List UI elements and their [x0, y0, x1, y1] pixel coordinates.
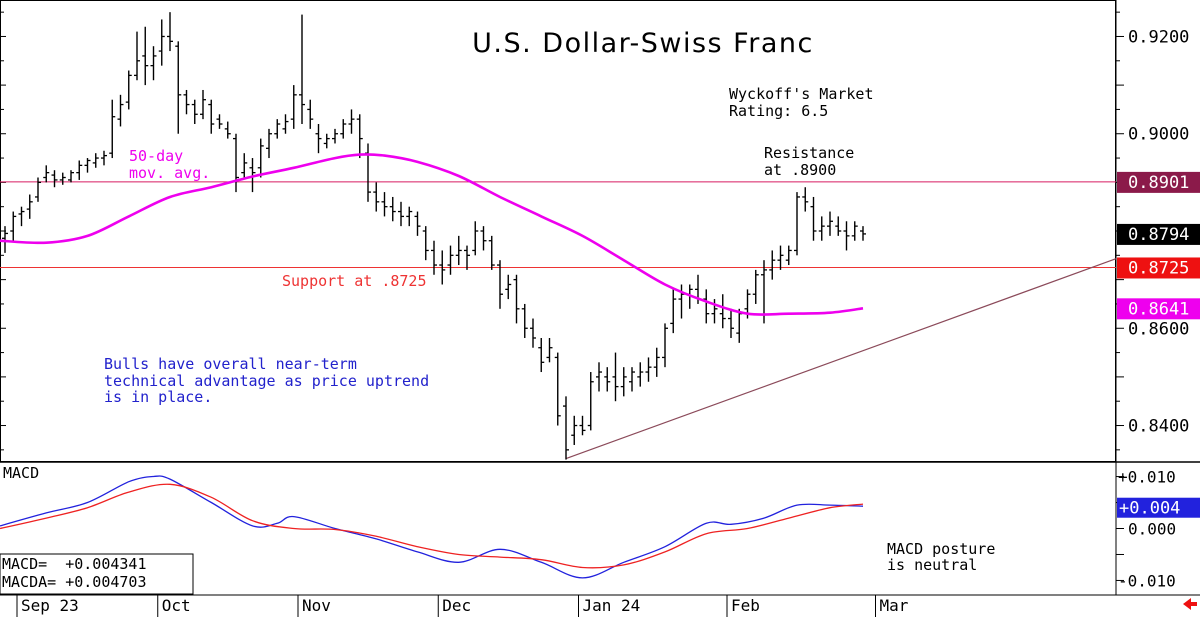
- macd-readout: MACD= +0.004341: [2, 555, 147, 573]
- x-axis-month-label: Dec: [442, 596, 471, 615]
- macd-axis-ticks: [1116, 476, 1124, 581]
- x-axis-month-label: Mar: [880, 596, 909, 615]
- x-axis-month-label: Nov: [302, 596, 331, 615]
- x-axis-month-label: Feb: [731, 596, 760, 615]
- rating-line-2: Rating: 6.5: [729, 102, 828, 120]
- value-tag-bg: [1117, 257, 1200, 279]
- bulls-note-1: Bulls have overall near-term: [104, 355, 357, 373]
- last-price-tag: 0.8794: [1128, 225, 1189, 245]
- scroll-left-arrow-icon[interactable]: [1183, 598, 1197, 610]
- price-axis-ticks: [0, 11, 1124, 451]
- ma-label-1: 50-day: [129, 147, 183, 165]
- uptrend-line: [565, 258, 1117, 460]
- macda-readout: MACDA= +0.004703: [2, 573, 147, 591]
- macd-y-tick-label: -0.010: [1118, 571, 1176, 590]
- macd-value-tag: +0.004: [1119, 499, 1180, 519]
- bulls-note-2: technical advantage as price uptrend: [104, 372, 429, 390]
- y-tick-label: 0.8600: [1128, 319, 1189, 339]
- month-axis-ticks: [16, 595, 876, 617]
- macd-line: [0, 475, 864, 579]
- value-tag-bg: [1117, 497, 1200, 518]
- y-tick-label: 0.9200: [1128, 27, 1189, 47]
- price-bars: [2, 12, 866, 460]
- ma-value-tag: 0.8641: [1128, 299, 1189, 319]
- ma-label-2: mov. avg.: [129, 164, 210, 182]
- support-value-tag: 0.8725: [1128, 258, 1189, 278]
- support-label: Support at .8725: [282, 272, 427, 290]
- value-tag-bg: [1117, 298, 1200, 320]
- macd-y-tick-label: +0.010: [1118, 468, 1176, 487]
- rating-line-1: Wyckoff's Market: [729, 85, 874, 103]
- value-tag-bg: [1117, 223, 1200, 245]
- bulls-note-3: is in place.: [104, 388, 212, 406]
- ma50-line: [0, 153, 864, 316]
- macd-panel-title: MACD: [3, 464, 39, 482]
- resistance-label-1: Resistance: [764, 144, 854, 162]
- chart-title: U.S. Dollar-Swiss Franc: [472, 28, 814, 59]
- macd-readout-box: [0, 553, 194, 595]
- macd-note-2: is neutral: [887, 556, 977, 574]
- macd-y-tick-label: 0.000: [1128, 520, 1176, 539]
- resistance-label-2: at .8900: [764, 161, 836, 179]
- macd-note-1: MACD posture: [887, 540, 995, 558]
- macda-line: [0, 483, 864, 569]
- y-tick-label: 0.9000: [1128, 125, 1189, 145]
- x-axis-month-label: Sep 23: [21, 596, 79, 615]
- x-axis-month-label: Oct: [162, 596, 191, 615]
- x-axis-month-label: Jan 24: [583, 596, 641, 615]
- value-tag-bg: [1117, 171, 1200, 193]
- resistance-value-tag: 0.8901: [1128, 173, 1189, 193]
- y-tick-label: 0.8400: [1128, 417, 1189, 437]
